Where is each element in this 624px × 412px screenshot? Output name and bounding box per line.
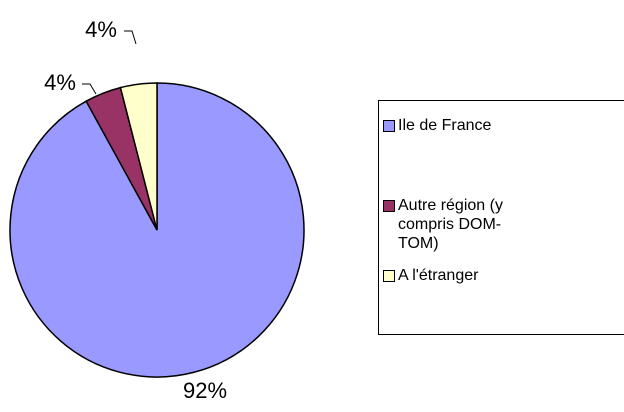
legend-label: Autre région (y compris DOM-TOM) — [398, 197, 503, 252]
legend-swatch — [383, 120, 395, 132]
data-label: 92% — [183, 378, 227, 403]
legend-label: A l'étranger — [398, 267, 479, 284]
legend-swatch — [383, 200, 395, 212]
data-label: 4% — [44, 70, 76, 95]
legend-label: Ile de France — [398, 117, 492, 134]
leader-line — [82, 83, 97, 95]
legend-item: Ile de France — [383, 116, 623, 135]
legend-swatch — [383, 270, 395, 282]
legend-item: A l'étranger — [383, 266, 623, 285]
legend-item: Autre région (y compris DOM-TOM) — [383, 196, 623, 253]
pie-slice — [119, 82, 158, 231]
data-label: 4% — [85, 17, 117, 42]
legend: Ile de France Autre région (y compris DOM… — [378, 100, 624, 335]
leader-line — [124, 30, 137, 45]
